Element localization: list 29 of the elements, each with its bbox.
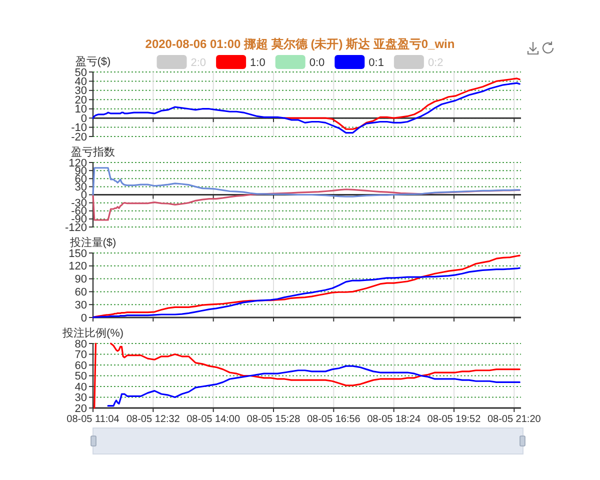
y-tick-label: 60 bbox=[74, 286, 87, 298]
x-tick-label: 08-05 15:28 bbox=[246, 414, 301, 425]
y-tick-label: 70 bbox=[74, 349, 87, 362]
legend-label: 0:1 bbox=[368, 57, 384, 69]
y-tick-label: 120 bbox=[68, 260, 87, 273]
y-tick-label: 30 bbox=[74, 392, 87, 404]
chart-title: 2020-08-06 01:00 挪超 莫尔德 (未开) 斯达 亚盘盈亏0_win bbox=[145, 37, 455, 51]
y-tick-label: 0 bbox=[80, 312, 87, 324]
x-tick-label: 08-05 18:24 bbox=[367, 414, 421, 425]
x-tick-label: 08-05 11:04 bbox=[66, 414, 120, 425]
y-axis-title: 盈亏指数 bbox=[71, 146, 115, 158]
legend-label: 0:0 bbox=[309, 57, 325, 69]
x-tick-label: 08-05 16:56 bbox=[306, 414, 361, 425]
x-tick-label: 08-05 12:32 bbox=[126, 414, 180, 425]
y-tick-label: 50 bbox=[74, 370, 87, 383]
y-tick-label: 80 bbox=[74, 338, 87, 350]
x-tick-label: 08-05 14:00 bbox=[186, 414, 240, 425]
x-tick-label: 08-05 21:20 bbox=[487, 414, 542, 425]
y-axis-title: 投注比例(%) bbox=[61, 326, 124, 340]
y-tick-label: 60 bbox=[74, 360, 87, 372]
y-tick-label: 150 bbox=[68, 248, 87, 260]
y-axis-title: 盈亏($) bbox=[75, 56, 111, 68]
y-tick-label: 90 bbox=[74, 274, 87, 286]
y-tick-label: 30 bbox=[74, 299, 87, 312]
y-tick-label: 40 bbox=[74, 381, 87, 394]
x-tick-label: 08-05 19:52 bbox=[427, 414, 482, 425]
y-tick-label: 20 bbox=[74, 402, 87, 415]
legend-label: 1:0 bbox=[250, 57, 266, 69]
y-axis-title: 投注量($) bbox=[68, 236, 116, 249]
